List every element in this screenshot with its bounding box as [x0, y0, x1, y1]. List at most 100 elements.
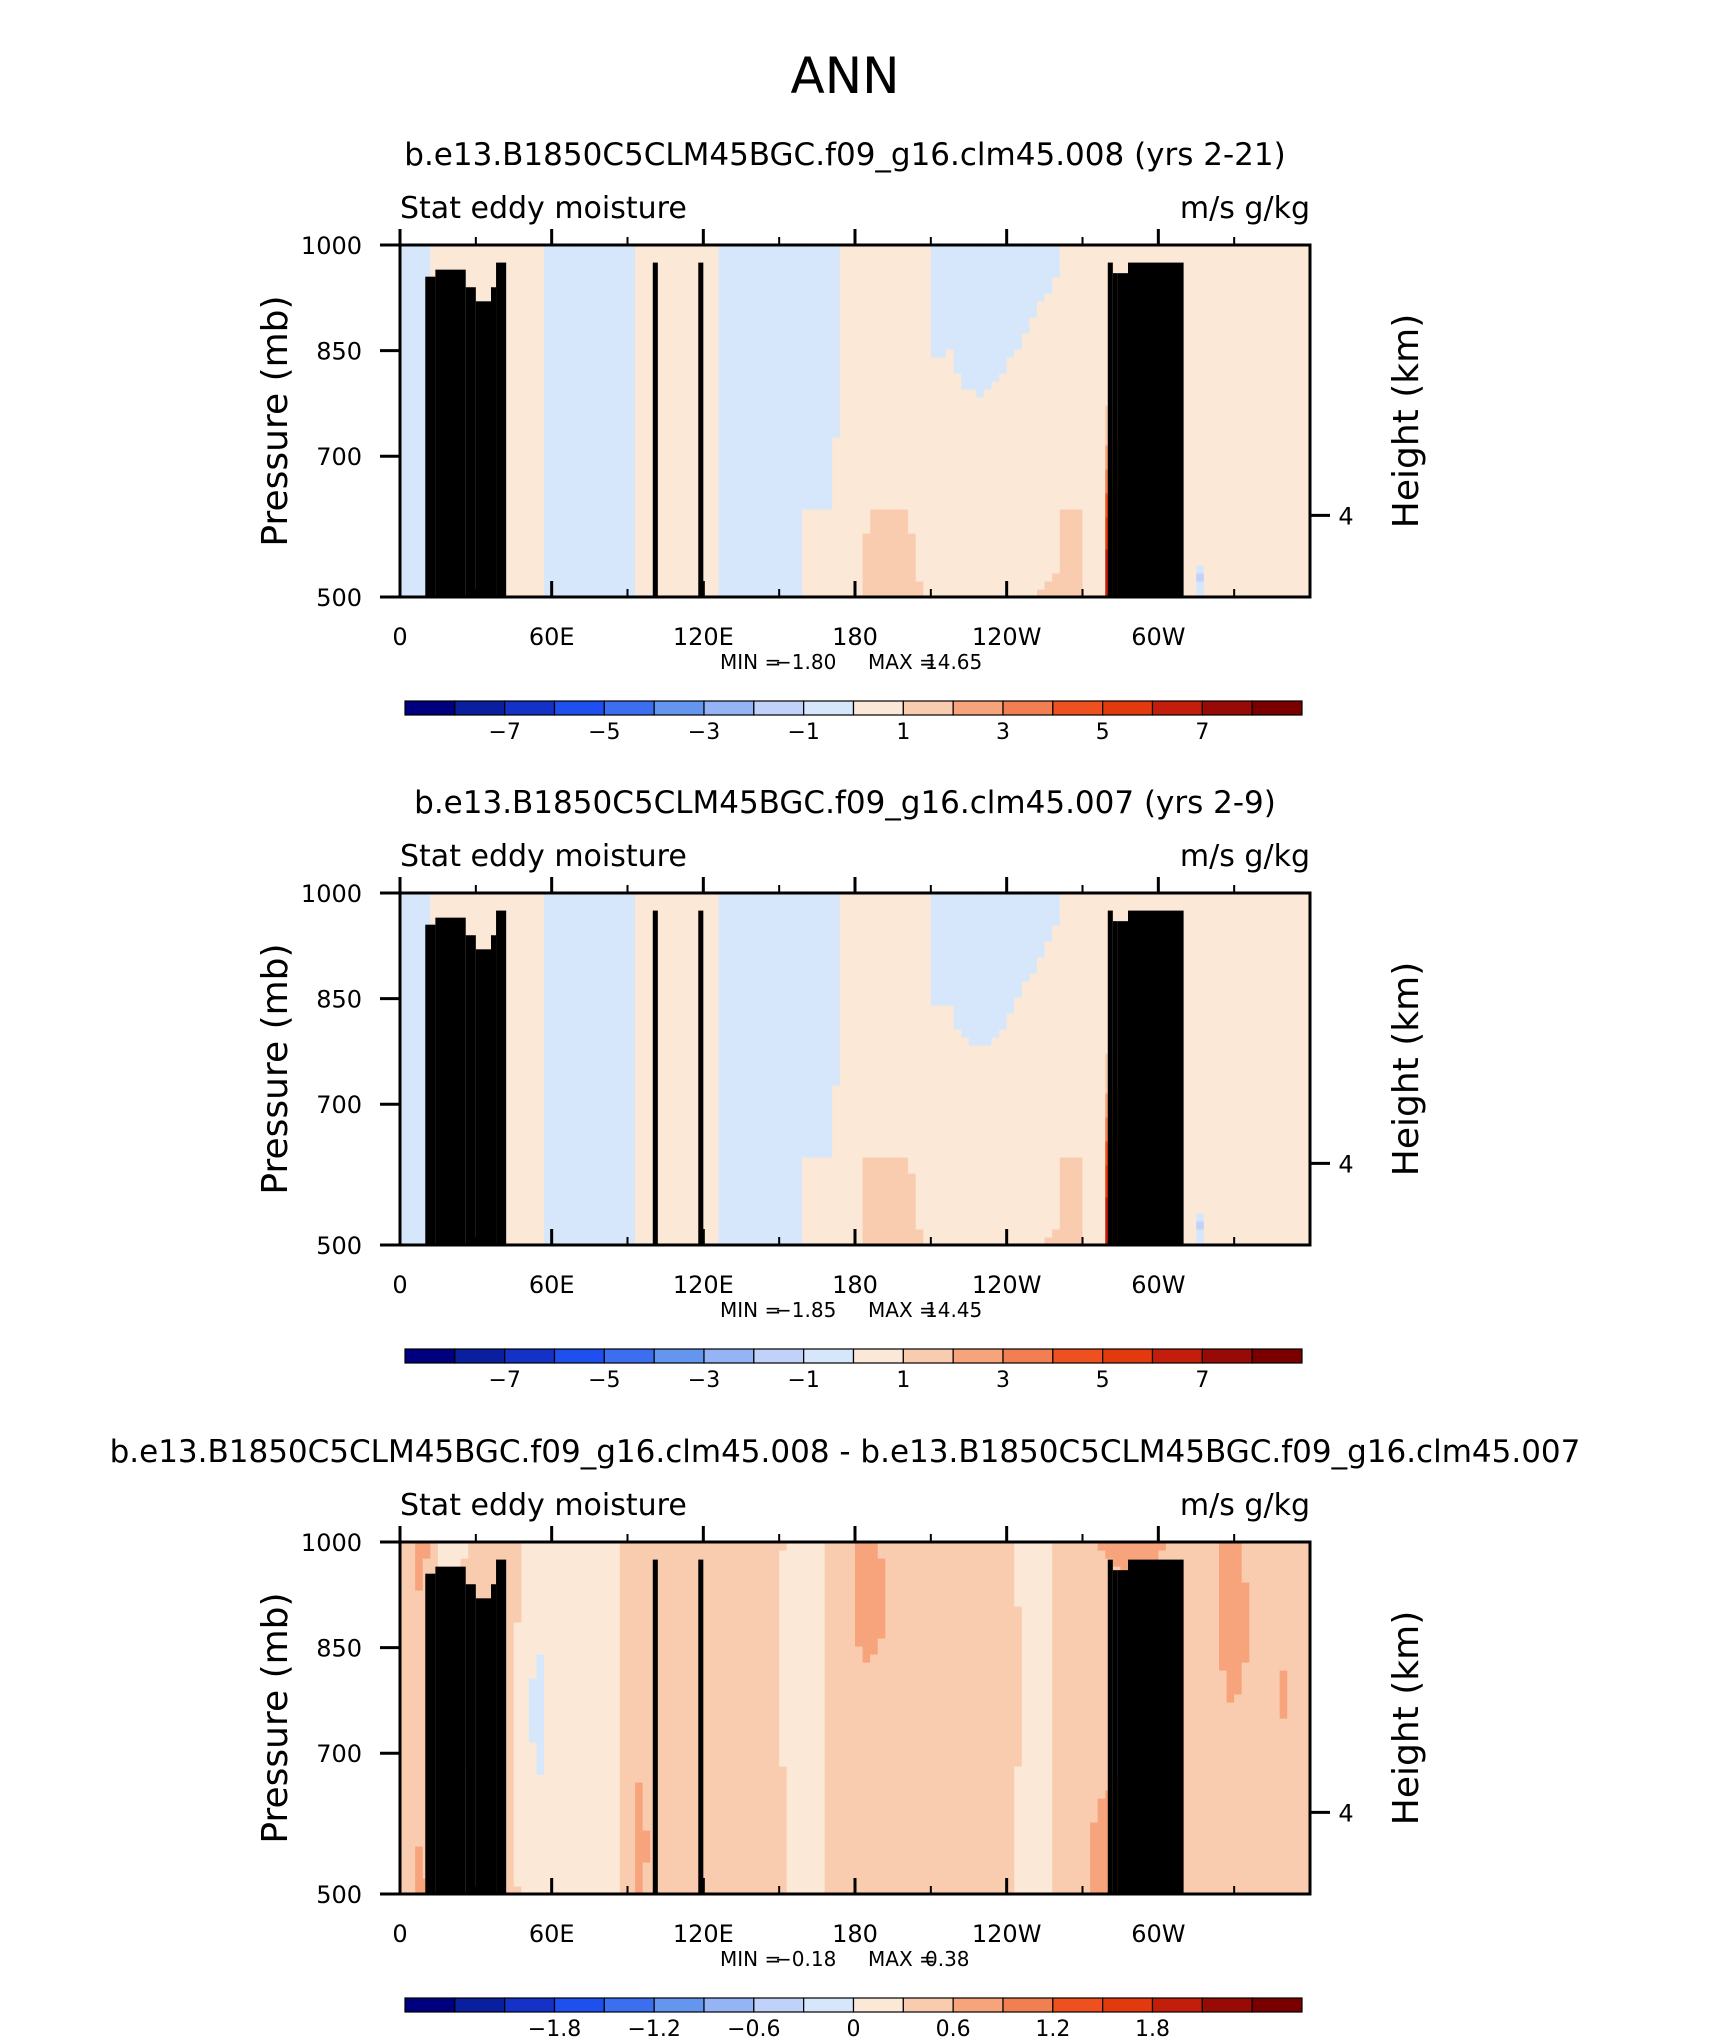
field-cell — [703, 277, 712, 286]
field-cell — [400, 357, 409, 366]
field-cell — [976, 317, 985, 326]
field-cell — [748, 485, 758, 494]
field-cell — [832, 429, 841, 438]
field-cell — [946, 517, 955, 526]
field-cell — [741, 509, 750, 518]
field-cell — [1044, 581, 1053, 590]
field-cell — [400, 325, 409, 334]
field-cell — [946, 429, 955, 438]
field-cell — [582, 541, 591, 550]
field-cell — [1219, 469, 1228, 478]
field-cell — [786, 357, 795, 366]
field-cell — [938, 509, 947, 518]
field-cell — [870, 557, 879, 566]
field-cell — [1052, 445, 1061, 454]
field-cell — [938, 365, 947, 374]
field-cell — [536, 573, 545, 582]
field-cell — [801, 549, 811, 558]
field-cell — [938, 453, 947, 462]
field-cell — [1059, 317, 1068, 326]
field-cell — [627, 453, 636, 462]
field-cell — [1006, 389, 1015, 398]
field-cell — [612, 261, 621, 270]
field-cell — [1082, 325, 1091, 334]
field-cell — [710, 493, 720, 502]
field-cell — [885, 333, 894, 342]
field-cell — [635, 509, 644, 518]
field-cell — [756, 573, 765, 582]
field-cell — [862, 437, 871, 446]
field-cell — [1090, 245, 1099, 254]
field-cell — [961, 525, 970, 534]
field-cell — [1067, 485, 1076, 494]
field-cell — [589, 453, 598, 462]
field-cell — [566, 413, 576, 422]
field-cell — [1074, 253, 1084, 262]
field-cell — [521, 573, 530, 582]
field-cell — [741, 389, 750, 398]
field-cell — [771, 453, 780, 462]
field-cell — [506, 333, 515, 342]
field-cell — [1082, 533, 1091, 542]
field-cell — [839, 365, 849, 374]
field-cell — [915, 525, 924, 534]
field-cell — [726, 429, 735, 438]
field-cell — [1059, 565, 1068, 574]
field-cell — [1241, 357, 1250, 366]
field-cell — [703, 469, 712, 478]
field-cell — [635, 389, 644, 398]
field-cell — [574, 509, 583, 518]
field-cell — [983, 269, 993, 278]
field-cell — [536, 517, 545, 526]
field-cell — [1211, 525, 1220, 534]
field-cell — [961, 493, 970, 502]
field-cell — [855, 373, 864, 382]
field-cell — [817, 461, 826, 470]
field-cell — [1097, 589, 1106, 598]
field-cell — [521, 589, 530, 598]
field-cell — [915, 469, 924, 478]
field-cell — [946, 589, 955, 598]
field-cell — [983, 341, 993, 350]
field-cell — [726, 589, 735, 598]
field-cell — [1006, 589, 1015, 598]
field-cell — [794, 541, 803, 550]
field-cell — [521, 309, 530, 318]
field-cell — [718, 581, 727, 590]
field-cell — [1211, 317, 1220, 326]
field-cell — [908, 533, 917, 542]
field-cell — [900, 533, 909, 542]
field-cell — [1241, 557, 1250, 566]
field-cell — [521, 525, 530, 534]
field-cell — [703, 509, 712, 518]
field-cell — [733, 485, 742, 494]
field-cell — [544, 581, 553, 590]
field-cell — [877, 469, 886, 478]
field-cell — [748, 493, 758, 502]
field-cell — [817, 413, 826, 422]
field-cell — [680, 549, 689, 558]
field-cell — [710, 333, 720, 342]
field-cell — [506, 557, 515, 566]
field-cell — [1219, 269, 1228, 278]
field-cell — [513, 549, 522, 558]
field-cell — [642, 477, 651, 486]
field-cell — [976, 397, 985, 406]
field-cell — [400, 485, 409, 494]
field-cell — [741, 365, 750, 374]
field-cell — [1203, 469, 1213, 478]
field-cell — [923, 373, 932, 382]
field-cell — [1219, 445, 1228, 454]
field-cell — [748, 285, 758, 294]
field-cell — [832, 405, 841, 414]
field-cell — [521, 461, 530, 470]
field-cell — [1188, 269, 1197, 278]
field-cell — [559, 253, 568, 262]
field-cell — [582, 549, 591, 558]
field-cell — [953, 573, 962, 582]
field-cell — [892, 317, 902, 326]
field-cell — [1249, 501, 1258, 510]
field-cell — [1135, 253, 1144, 262]
field-cell — [1196, 453, 1205, 462]
field-cell — [415, 301, 424, 310]
